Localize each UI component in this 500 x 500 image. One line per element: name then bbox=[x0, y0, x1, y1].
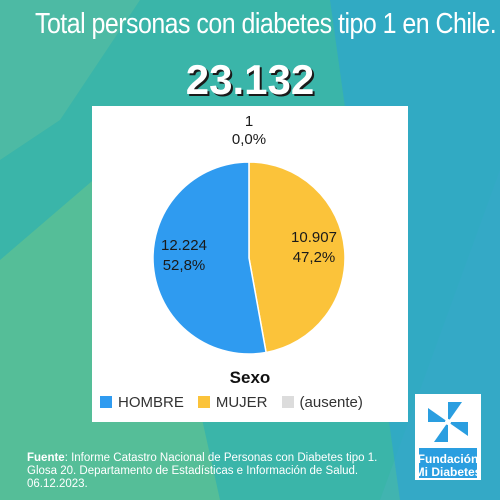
data-label-hombre-value: 12.224 bbox=[161, 237, 207, 254]
legend-label-hombre: HOMBRE bbox=[118, 393, 184, 411]
legend-label-ausente: (ausente) bbox=[299, 393, 363, 411]
logo-line-2: Mi Diabetes bbox=[414, 465, 482, 479]
legend-swatch-mujer bbox=[197, 396, 210, 408]
data-label-ausente-percent: 0,0% bbox=[232, 131, 266, 148]
pie-slice-hombre bbox=[152, 161, 267, 355]
foundation-logo-icon bbox=[415, 394, 481, 480]
logo-line-1: Fundación bbox=[417, 452, 479, 466]
legend-item-ausente: (ausente) bbox=[281, 393, 363, 411]
legend-swatch-hombre bbox=[100, 396, 112, 408]
data-label-ausente-value: 1 bbox=[245, 113, 253, 130]
page-title: Total personas con diabetes tipo 1 en Ch… bbox=[35, 8, 497, 40]
source-label: Fuente bbox=[27, 452, 65, 464]
legend: HOMBRE MUJER (ausente) bbox=[100, 392, 377, 412]
data-label-mujer-value: 10.907 bbox=[291, 229, 337, 246]
logo-text: Fundación Mi Diabetes bbox=[405, 453, 491, 479]
data-label-mujer-percent: 47,2% bbox=[293, 249, 336, 266]
total-count: 23.132 bbox=[185, 56, 315, 103]
legend-swatch-ausente bbox=[281, 396, 294, 408]
legend-item-hombre: HOMBRE bbox=[100, 394, 184, 411]
source-text: : Informe Catastro Nacional de Personas … bbox=[27, 452, 378, 490]
legend-label-mujer: MUJER bbox=[215, 393, 268, 411]
data-label-hombre-percent: 52,8% bbox=[163, 257, 206, 274]
legend-title: Sexo bbox=[229, 368, 271, 387]
legend-item-mujer: MUJER bbox=[197, 393, 268, 411]
pie-slice-mujer bbox=[248, 161, 346, 354]
pie-chart: 12.224 52,8% 10.907 47,2% 10,0% bbox=[152, 113, 346, 355]
source-footnote: Fuente: Informe Catastro Nacional de Per… bbox=[27, 452, 407, 491]
